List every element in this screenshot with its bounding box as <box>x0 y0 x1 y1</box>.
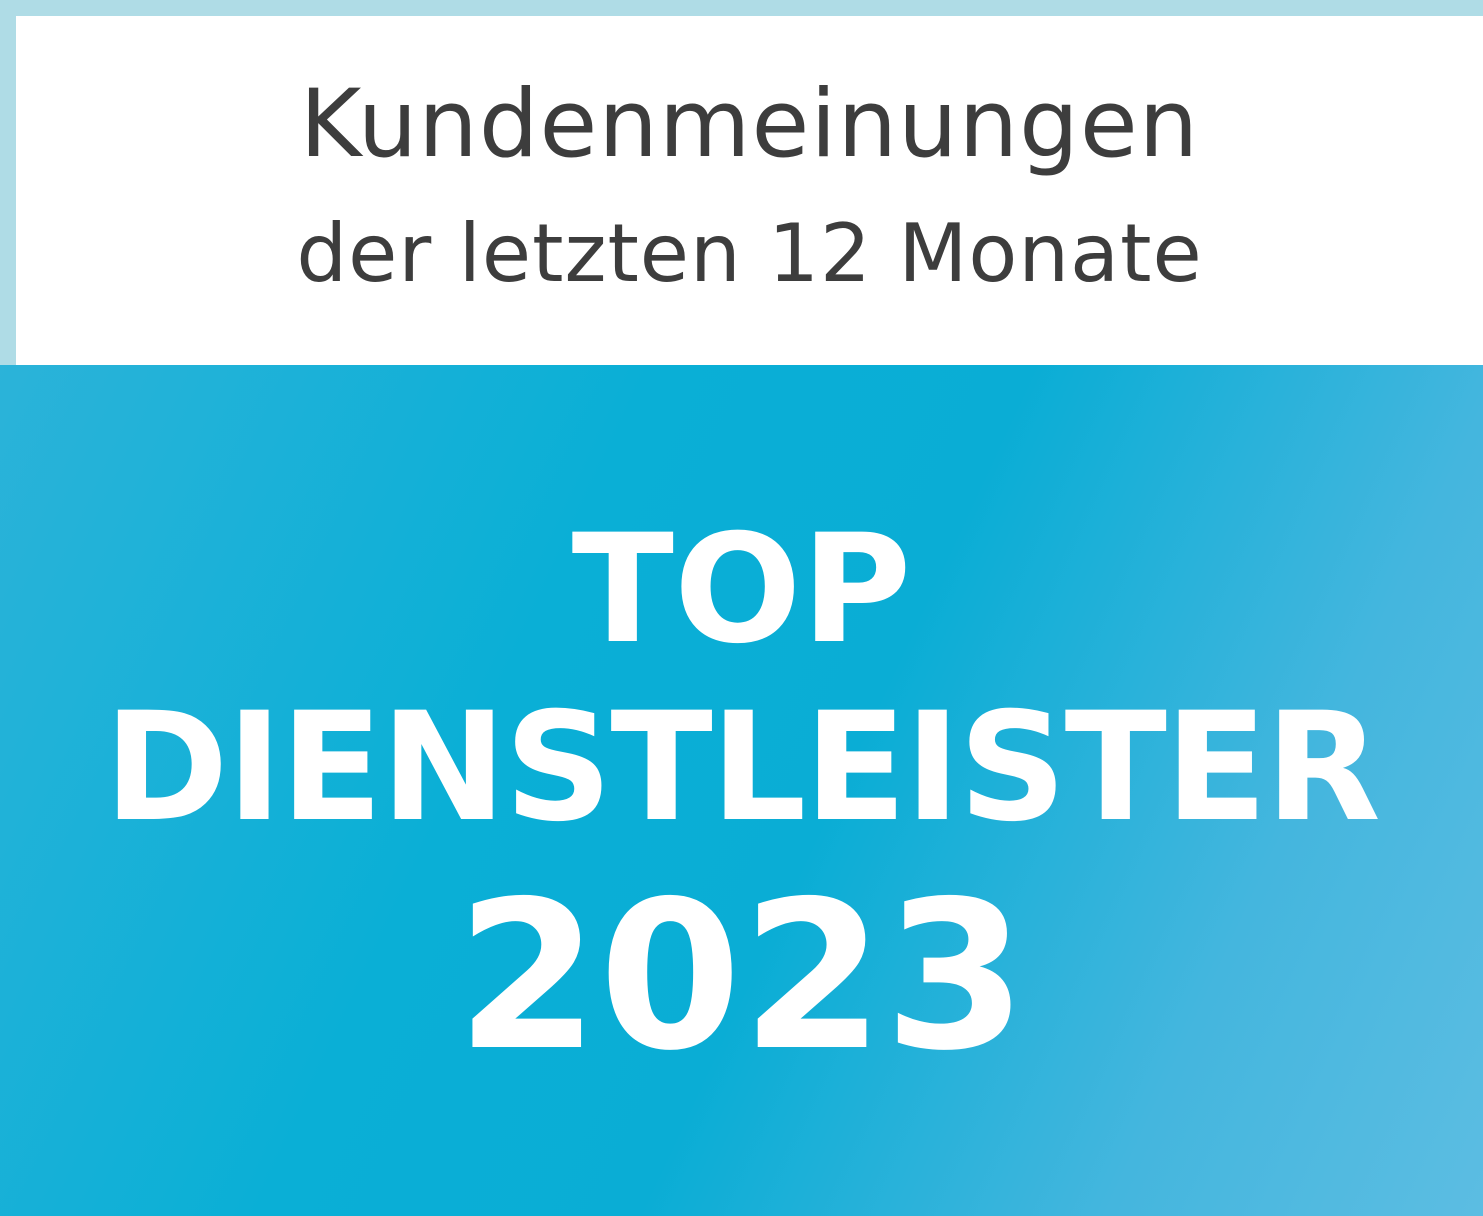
award-panel: TOP DIENSTLEISTER 2023 <box>0 365 1483 1216</box>
header-panel: Kundenmeinungen der letzten 12 Monate <box>16 16 1483 365</box>
award-year: 2023 <box>456 858 1027 1096</box>
award-title: DIENSTLEISTER <box>104 681 1381 855</box>
header-title: Kundenmeinungen <box>299 70 1200 179</box>
header-subtitle: der letzten 12 Monate <box>296 207 1203 300</box>
award-top: TOP <box>571 503 912 677</box>
